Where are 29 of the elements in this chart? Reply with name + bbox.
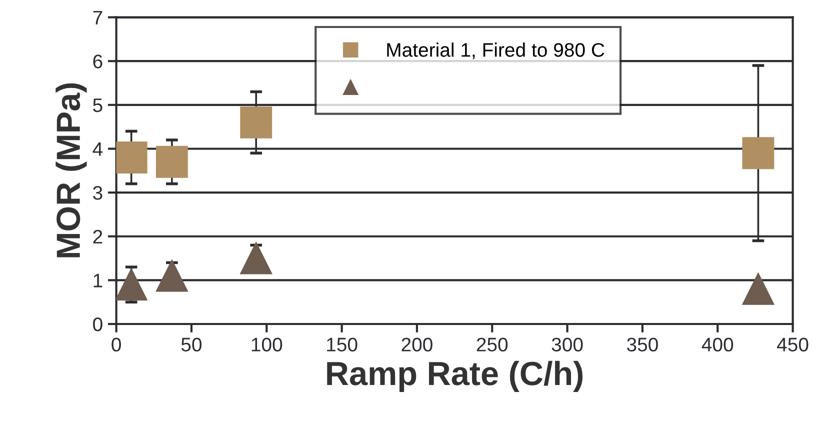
x-tick-label: 300 xyxy=(552,338,583,352)
y-axis-title: MOR (MPa) xyxy=(56,83,87,258)
point xyxy=(116,268,148,301)
x-tick-label: 200 xyxy=(402,338,432,352)
x-tick-label: 0 xyxy=(112,338,121,352)
point xyxy=(240,106,272,138)
x-tick-label: 250 xyxy=(476,338,508,352)
y-tick-label: 7 xyxy=(93,10,102,24)
x-tick-label: 400 xyxy=(702,338,734,352)
x-tick-label: 450 xyxy=(777,338,808,352)
point xyxy=(156,260,188,292)
point xyxy=(742,272,774,305)
x-axis-title: Ramp Rate (C/h) xyxy=(327,360,583,392)
y-tick-label: 6 xyxy=(93,54,102,68)
y-tick-label: 1 xyxy=(94,274,102,288)
y-tick-label: 0 xyxy=(93,317,102,332)
point xyxy=(156,146,188,178)
point xyxy=(116,142,148,174)
point xyxy=(742,137,774,170)
y-tick-label: 2 xyxy=(93,230,102,244)
x-tick-label: 100 xyxy=(252,338,282,352)
legend-label: Material 1, Fired to 980 C xyxy=(387,42,604,60)
x-tick-label: 50 xyxy=(181,338,202,352)
y-tick-label: 4 xyxy=(92,142,103,156)
x-tick-label: 150 xyxy=(327,338,358,352)
y-tick-label: 5 xyxy=(93,98,102,112)
x-tick-label: 350 xyxy=(626,338,658,352)
point xyxy=(240,242,272,274)
y-tick-label: 3 xyxy=(93,186,102,200)
